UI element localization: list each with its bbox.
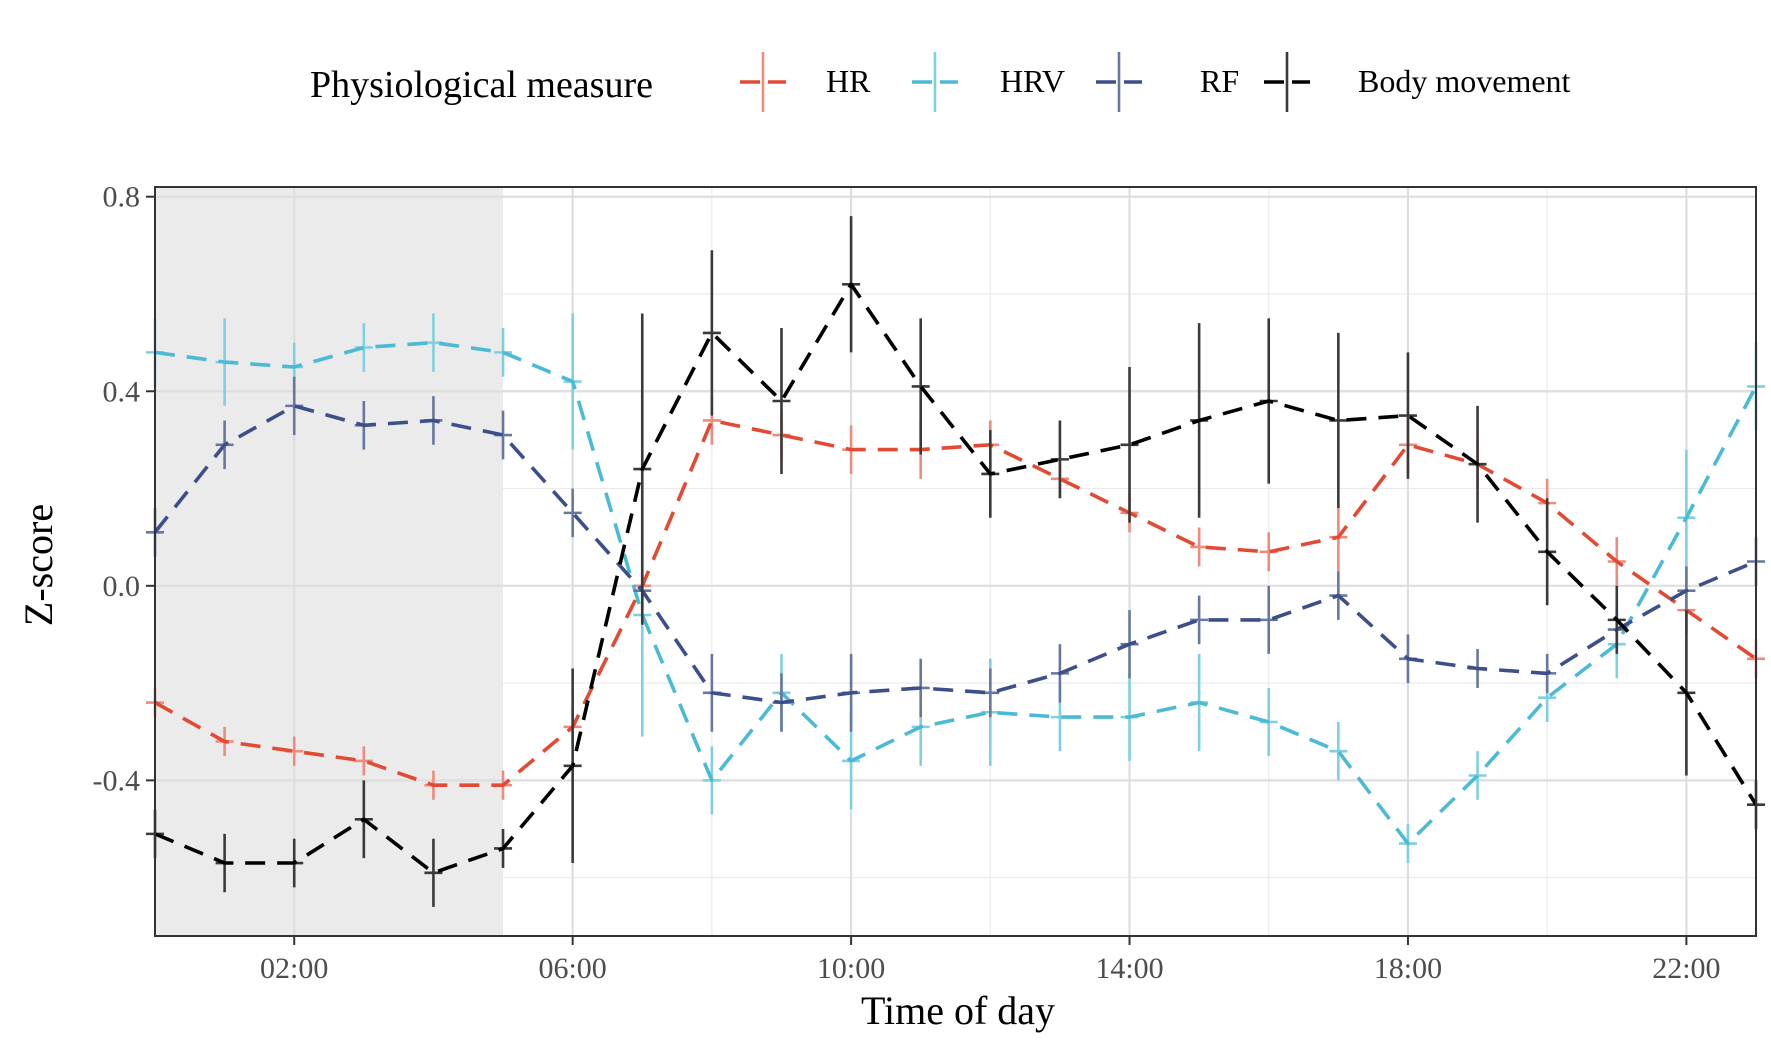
y-tick-label: -0.4 bbox=[93, 764, 141, 797]
series-layer bbox=[146, 216, 1765, 907]
night-shaded-region bbox=[155, 187, 504, 936]
x-tick-label: 22:00 bbox=[1652, 952, 1720, 985]
y-axis: -0.4 0.0 0.4 0.8 bbox=[93, 181, 155, 797]
y-tick-label: 0.4 bbox=[103, 375, 141, 408]
y-tick-label: 0.8 bbox=[103, 181, 141, 214]
plot-panel bbox=[146, 186, 1765, 937]
legend-item-body-movement: Body movement bbox=[1264, 52, 1571, 112]
legend-label: Body movement bbox=[1358, 63, 1571, 99]
x-tick-label: 10:00 bbox=[817, 952, 885, 985]
y-axis-title: Z-score bbox=[16, 504, 61, 626]
legend-keys: HR HRV RF Body movement bbox=[740, 52, 1571, 112]
hr-line bbox=[154, 418, 1758, 787]
legend-item-hrv: HRV bbox=[912, 52, 1065, 112]
body-movement-line bbox=[154, 282, 1758, 875]
series-body-movement bbox=[146, 216, 1765, 907]
hrv-line bbox=[154, 340, 1758, 846]
legend-item-hr: HR bbox=[740, 52, 871, 112]
legend-label: RF bbox=[1200, 63, 1239, 99]
x-tick-label: 18:00 bbox=[1374, 952, 1442, 985]
x-tick-label: 06:00 bbox=[538, 952, 606, 985]
x-axis-title: Time of day bbox=[861, 988, 1055, 1033]
legend-title: Physiological measure bbox=[310, 64, 653, 106]
legend-label: HR bbox=[826, 63, 871, 99]
panel-border bbox=[154, 186, 1757, 937]
legend-item-rf: RF bbox=[1096, 52, 1239, 112]
legend-label: HRV bbox=[1000, 63, 1065, 99]
x-tick-label: 14:00 bbox=[1095, 952, 1163, 985]
legend: Physiological measure HR HRV RF Body moveme… bbox=[310, 52, 1571, 112]
x-tick-label: 02:00 bbox=[260, 952, 328, 985]
x-axis: 02:00 06:00 10:00 14:00 18:00 22:00 bbox=[260, 936, 1721, 985]
y-tick-label: 0.0 bbox=[103, 570, 141, 603]
rf-line bbox=[153, 404, 1757, 705]
